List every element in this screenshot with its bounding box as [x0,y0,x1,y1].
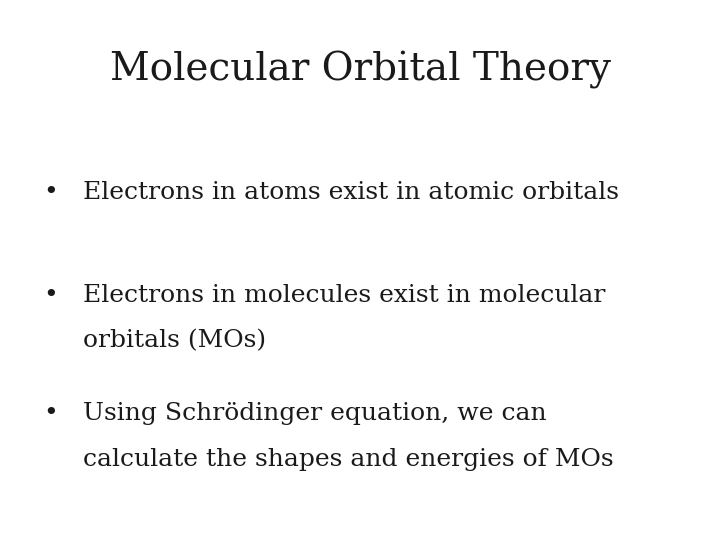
Text: •: • [43,181,58,204]
Text: Electrons in molecules exist in molecular: Electrons in molecules exist in molecula… [83,284,606,307]
Text: orbitals (MOs): orbitals (MOs) [83,329,266,353]
Text: Electrons in atoms exist in atomic orbitals: Electrons in atoms exist in atomic orbit… [83,181,618,204]
Text: Molecular Orbital Theory: Molecular Orbital Theory [109,51,611,89]
Text: •: • [43,402,58,426]
Text: calculate the shapes and energies of MOs: calculate the shapes and energies of MOs [83,448,613,471]
Text: •: • [43,284,58,307]
Text: Using Schrödinger equation, we can: Using Schrödinger equation, we can [83,402,546,426]
